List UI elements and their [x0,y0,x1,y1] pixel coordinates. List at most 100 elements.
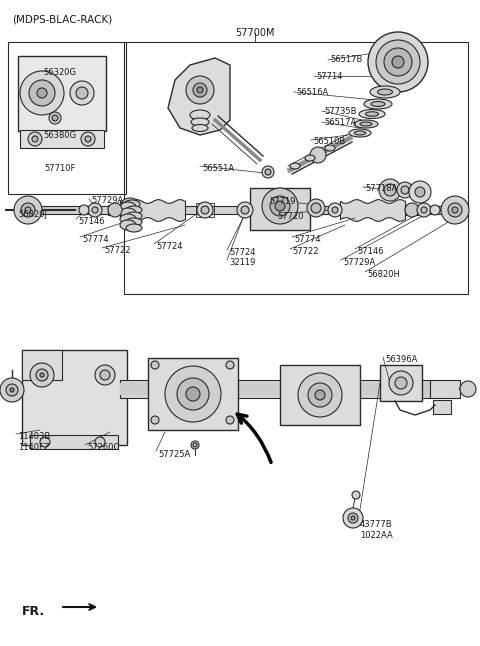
Circle shape [37,88,47,98]
Circle shape [348,513,358,523]
Text: 57729A: 57729A [343,258,375,267]
Circle shape [343,508,363,528]
Text: 57718A: 57718A [365,184,397,193]
Circle shape [376,40,420,84]
Text: 57260C: 57260C [87,443,120,452]
Ellipse shape [190,110,210,120]
Circle shape [397,182,413,198]
Text: 56510B: 56510B [313,137,345,146]
Text: 57724: 57724 [156,242,182,251]
Circle shape [262,166,274,178]
Bar [250,188,310,230]
Circle shape [401,186,409,194]
Text: (MDPS-BLAC-RACK): (MDPS-BLAC-RACK) [12,14,112,24]
Circle shape [409,181,431,203]
Ellipse shape [122,198,138,208]
Circle shape [81,132,95,146]
Text: 11403B: 11403B [18,432,50,441]
Circle shape [307,199,325,217]
Circle shape [191,441,199,449]
Circle shape [108,203,122,217]
Circle shape [193,443,197,447]
Circle shape [85,136,91,142]
Ellipse shape [365,112,379,116]
Ellipse shape [305,155,315,161]
Circle shape [452,207,458,213]
Bar [433,400,451,414]
Text: 56320G: 56320G [44,68,76,77]
Text: 56820J: 56820J [18,210,47,219]
Text: 43777B: 43777B [360,520,393,529]
Circle shape [92,207,98,213]
Text: 57774: 57774 [294,235,321,244]
Ellipse shape [355,131,365,135]
Text: 57774: 57774 [82,235,108,244]
Circle shape [52,115,58,121]
Polygon shape [168,58,230,135]
Text: 57146: 57146 [78,217,105,226]
Circle shape [395,377,407,389]
Text: 57720: 57720 [277,212,303,221]
Circle shape [308,383,332,407]
Circle shape [332,207,338,213]
Ellipse shape [120,202,136,212]
Circle shape [275,201,285,211]
Ellipse shape [120,208,136,218]
Circle shape [241,206,249,214]
Text: 56396A: 56396A [385,355,418,364]
Circle shape [95,365,115,385]
Circle shape [197,202,213,218]
Circle shape [441,196,469,224]
Circle shape [0,378,24,402]
Circle shape [265,169,271,175]
Text: 1022AA: 1022AA [360,531,393,540]
Circle shape [384,184,396,196]
Text: 56516A: 56516A [296,88,328,97]
Bar [280,365,360,425]
Bar [120,383,430,395]
Circle shape [270,196,290,216]
Text: 57722: 57722 [292,247,319,256]
Circle shape [6,384,18,396]
Circle shape [298,373,342,417]
Circle shape [392,56,404,68]
Circle shape [311,203,321,213]
Circle shape [352,491,360,499]
Circle shape [151,416,159,424]
Bar [8,42,126,194]
Circle shape [379,179,401,201]
Circle shape [29,80,55,106]
Ellipse shape [191,118,209,126]
Bar [405,205,419,215]
Ellipse shape [371,101,385,107]
Circle shape [30,363,54,387]
Circle shape [21,203,35,217]
Bar [22,350,127,445]
Text: 56380G: 56380G [43,131,77,140]
Text: 1140FZ: 1140FZ [18,443,49,452]
Circle shape [70,81,94,105]
Circle shape [40,437,50,447]
Text: 56820H: 56820H [367,270,400,279]
Ellipse shape [192,125,208,132]
Ellipse shape [354,120,378,128]
Ellipse shape [124,200,140,208]
Circle shape [226,361,234,369]
Bar [120,380,430,398]
Circle shape [417,203,431,217]
Ellipse shape [120,220,136,230]
Circle shape [389,371,413,395]
Text: 57700M: 57700M [235,28,275,38]
Text: 57735B: 57735B [324,107,357,116]
Ellipse shape [126,206,142,214]
Circle shape [421,207,427,213]
Circle shape [100,370,110,380]
Text: 57714: 57714 [316,72,343,81]
Circle shape [310,147,326,163]
Bar [148,358,238,430]
Bar [108,205,122,215]
Text: 57710F: 57710F [44,164,76,173]
Ellipse shape [325,145,335,151]
Circle shape [10,388,14,392]
Circle shape [201,206,209,214]
